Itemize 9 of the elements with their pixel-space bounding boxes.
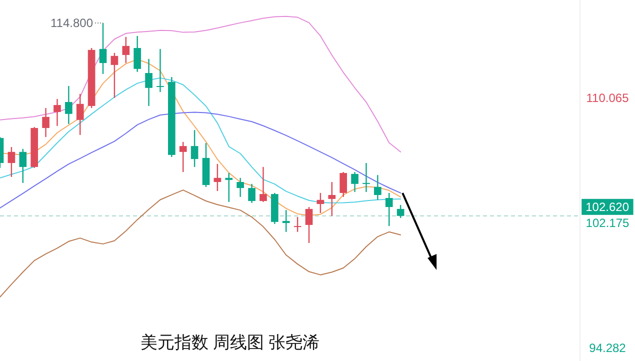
- y-tick-label: 94.282: [589, 340, 626, 355]
- annotation: 114.800: [50, 16, 94, 30]
- y-tick-label: 110.065: [586, 90, 630, 105]
- text: 美元指数 周线图 张尧浠: [140, 333, 320, 352]
- line-series: [0, 190, 402, 298]
- y-tick-label: 102.175: [586, 216, 630, 230]
- line-series: [0, 112, 402, 208]
- ref-line-label: 102.620: [586, 200, 630, 214]
- line-series: [0, 16, 402, 152]
